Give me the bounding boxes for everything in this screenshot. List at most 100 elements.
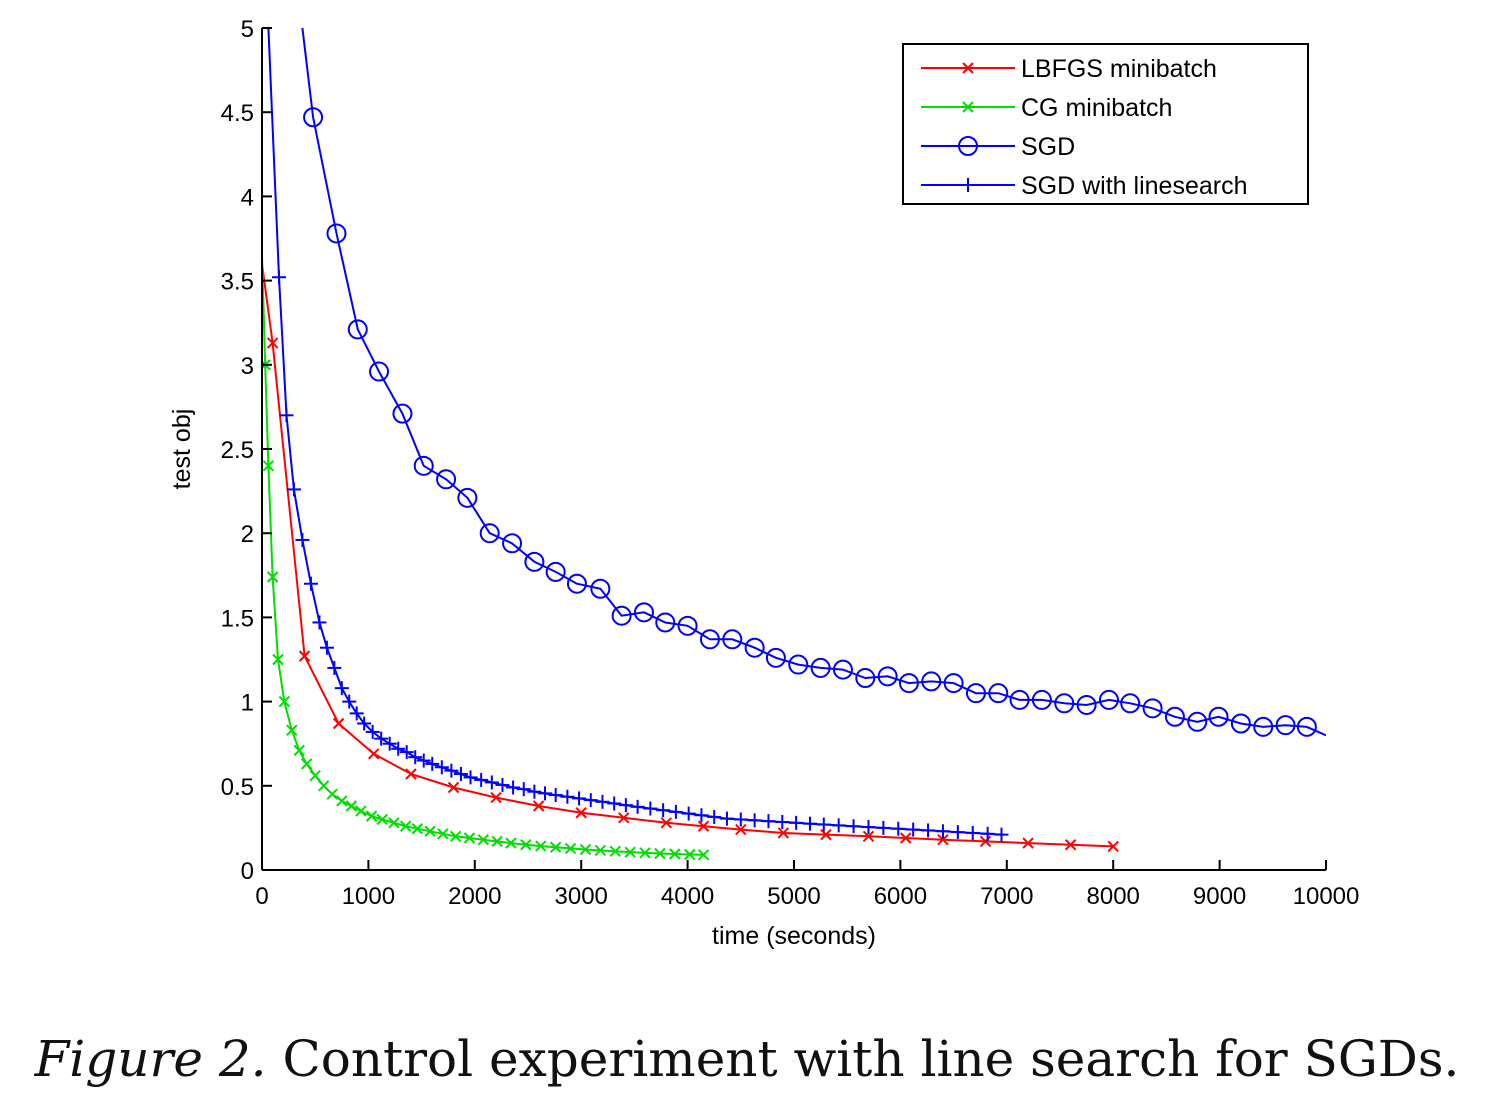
x-marker	[862, 830, 875, 843]
x-marker	[411, 823, 424, 835]
x-marker	[900, 832, 912, 844]
series-sgd	[301, 28, 1326, 737]
legend-entry-label: LBFGS minibatch	[1021, 55, 1217, 83]
x-marker	[449, 830, 462, 843]
circle-marker	[877, 666, 898, 687]
circle-marker	[965, 683, 986, 704]
circle-marker	[303, 107, 324, 128]
series-line	[301, 28, 1326, 737]
x-tick-label: 1000	[342, 883, 395, 910]
y-axis-label: test obj	[168, 409, 196, 490]
x-marker	[490, 791, 502, 804]
circle-marker	[1120, 693, 1141, 714]
x-tick-label: 5000	[767, 883, 820, 910]
circle-marker	[1208, 706, 1229, 727]
x-marker	[654, 847, 666, 860]
circle-marker	[566, 573, 587, 594]
x-marker	[272, 653, 284, 666]
y-tick-label: 4	[241, 184, 254, 211]
circle-marker	[413, 455, 434, 476]
x-marker	[477, 833, 490, 846]
x-marker	[447, 781, 460, 794]
circle-marker	[436, 469, 457, 490]
y-tick-label: 3	[241, 353, 254, 380]
x-marker	[979, 835, 992, 848]
circle-marker	[611, 605, 632, 626]
circle-marker	[326, 223, 347, 244]
x-marker	[520, 839, 532, 851]
circle-marker	[1031, 689, 1052, 710]
circle-marker	[590, 578, 611, 599]
circle-marker	[1054, 693, 1075, 714]
legend-entry-label: SGD	[1021, 133, 1075, 161]
circle-marker	[369, 361, 390, 382]
circle-marker	[1230, 713, 1251, 734]
x-marker	[309, 769, 321, 782]
circle-marker	[502, 533, 523, 554]
x-marker	[505, 837, 517, 849]
figure-text: Control experiment with line search for …	[282, 1030, 1460, 1088]
circle-marker	[1098, 689, 1119, 710]
legend: LBFGS minibatch CG minibatch SGD SGD with l…	[902, 43, 1309, 205]
x-marker	[777, 827, 790, 839]
x-tick-label: 8000	[1087, 883, 1140, 910]
circle-marker	[1142, 698, 1163, 719]
circle-marker	[655, 612, 676, 633]
y-tick-label: 4.5	[221, 100, 254, 127]
x-marker	[405, 768, 417, 780]
x-marker	[463, 832, 476, 844]
x-marker	[535, 840, 547, 852]
circle-marker	[810, 657, 831, 678]
x-marker	[286, 724, 298, 736]
x-marker	[609, 845, 621, 858]
x-marker	[660, 817, 673, 829]
x-marker	[332, 717, 345, 730]
y-tick-label: 2	[241, 521, 254, 548]
y-tick-label: 1.5	[221, 605, 254, 632]
x-marker	[937, 833, 949, 846]
x-marker	[262, 460, 275, 472]
series-layer	[262, 28, 1326, 861]
x-marker	[1064, 839, 1077, 851]
x-marker	[1022, 837, 1034, 849]
circle-marker	[1009, 689, 1030, 710]
series-line	[262, 255, 704, 856]
circle-marker	[633, 602, 654, 623]
x-marker	[376, 813, 388, 826]
circle-marker	[921, 671, 942, 692]
x-marker	[336, 795, 348, 807]
circle-marker	[1076, 694, 1097, 715]
circle-marker	[677, 615, 698, 636]
y-tick-label: 0.5	[221, 774, 254, 801]
x-marker	[594, 844, 607, 857]
circle-marker	[744, 637, 765, 658]
figure-label: Figure 2.	[34, 1030, 267, 1088]
x-marker	[684, 848, 696, 861]
x-marker	[735, 823, 747, 836]
x-marker	[437, 828, 449, 840]
x-marker	[278, 695, 291, 708]
circle-marker	[765, 647, 786, 668]
x-marker	[669, 848, 681, 860]
x-marker	[962, 101, 974, 113]
y-tick-label: 2.5	[221, 437, 254, 464]
x-tick-label: 6000	[874, 883, 927, 910]
series-lbfgs-minibatch	[262, 263, 1119, 853]
series-sgd-with-linesearch	[267, 28, 1009, 842]
circle-marker	[855, 668, 876, 689]
x-marker	[365, 810, 378, 822]
x-tick-label: 9000	[1193, 883, 1246, 910]
circle-marker	[699, 629, 720, 650]
x-marker	[266, 337, 279, 349]
x-marker	[318, 780, 330, 792]
circle-marker	[347, 319, 368, 340]
x-tick-label: 2000	[448, 883, 501, 910]
x-marker	[388, 817, 400, 829]
circle-marker	[392, 403, 413, 424]
line-chart: 0 1000 2000 3000 4000 5000 6000 7000 8000 9000 100…	[168, 16, 1360, 950]
x-tick-label: 10000	[1293, 883, 1360, 910]
x-axis-label: time (seconds)	[712, 922, 876, 950]
x-marker	[962, 62, 974, 74]
legend-entry-label: SGD with linesearch	[1021, 172, 1247, 200]
x-marker	[326, 788, 338, 800]
